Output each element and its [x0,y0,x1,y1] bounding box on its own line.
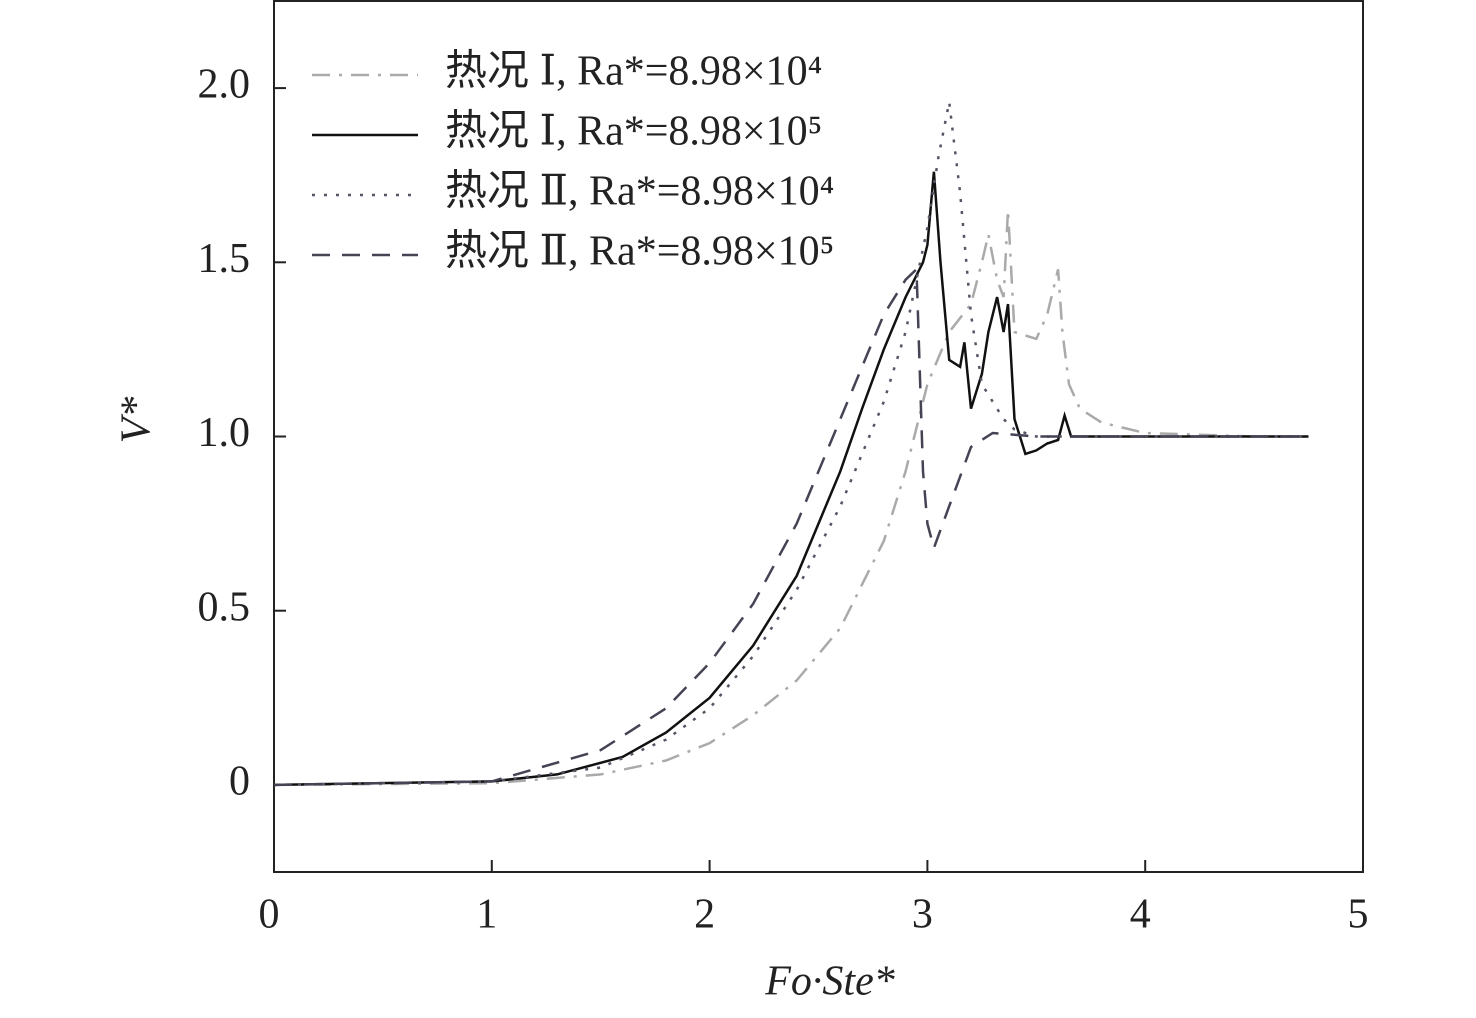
series-line [273,171,1309,787]
x-tick-label: 3 [912,892,933,938]
y-tick-label: 1.5 [198,236,251,282]
y-tick-label: 0.5 [198,584,251,630]
y-tick-label: 0 [229,759,250,805]
legend-label: 热况 Ⅱ, Ra*=8.98×10⁴ [445,169,834,215]
legend-label: 热况 Ⅱ, Ra*=8.98×10⁵ [445,229,834,275]
y-tick-label: 1.0 [198,410,251,456]
x-axis-label: Fo·Ste* [764,959,894,1005]
series-line [273,266,1309,787]
x-tick-label: 5 [1348,892,1369,938]
legend-label: 热况 Ⅰ, Ra*=8.98×10⁴ [445,49,822,95]
x-tick-label: 0 [259,892,280,938]
y-axis-label: V* [114,397,160,444]
x-tick-label: 4 [1130,892,1151,938]
legend-label: 热况 Ⅰ, Ra*=8.98×10⁵ [445,109,822,155]
series-line [273,101,1309,787]
series-line [273,209,1309,787]
x-tick-label: 2 [694,892,715,938]
x-tick-label: 1 [476,892,497,938]
y-tick-label: 2.0 [198,62,251,108]
